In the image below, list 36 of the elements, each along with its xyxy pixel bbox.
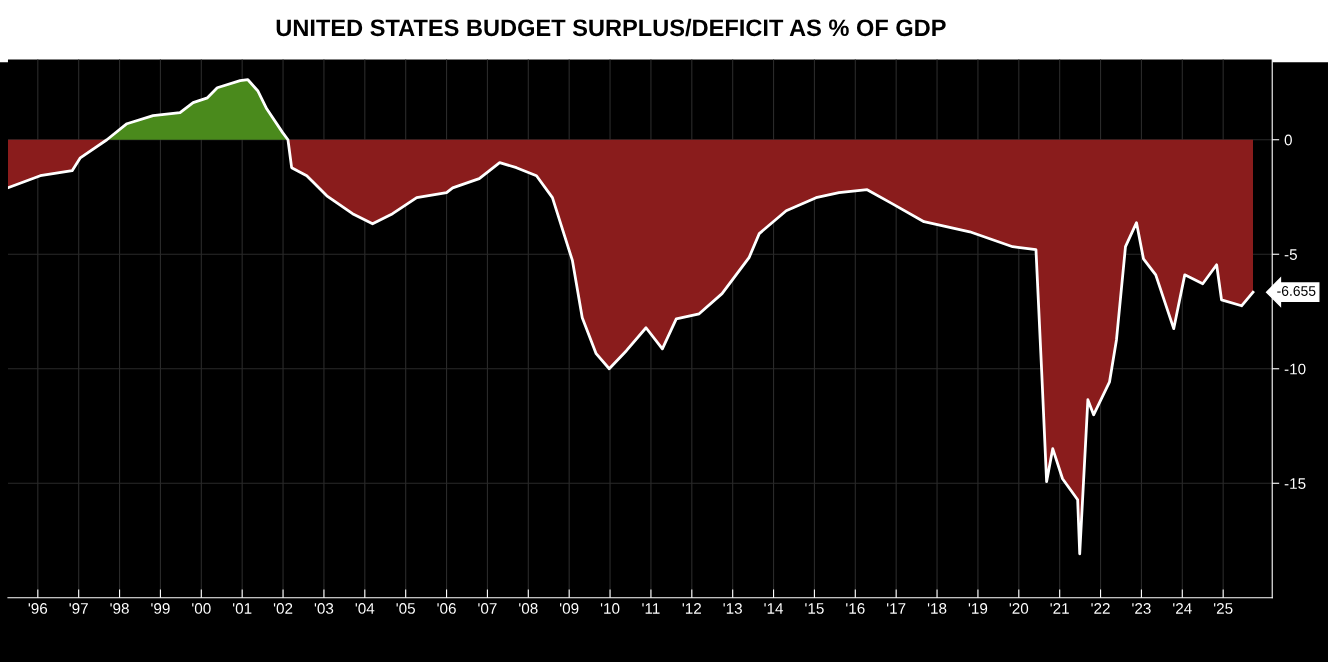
x-tick-label: '13 (723, 603, 742, 614)
x-tick-label: '14 (764, 603, 784, 614)
x-tick-label: '25 (1214, 603, 1233, 614)
x-tick-label: '19 (968, 603, 988, 614)
x-tick-label: '03 (314, 603, 334, 614)
x-tick-label: '22 (1091, 603, 1110, 614)
x-tick-label: '17 (887, 603, 906, 614)
chart-title: UNITED STATES BUDGET SURPLUS/DEFICIT AS % OF GDP (276, 18, 946, 37)
x-tick-label: '05 (396, 603, 415, 614)
x-tick-label: '09 (560, 603, 579, 614)
x-tick-label: '24 (1173, 603, 1192, 614)
x-tick-label: '06 (437, 603, 456, 614)
x-tick-label: '21 (1050, 603, 1069, 614)
x-tick-label: '15 (805, 603, 824, 614)
x-tick-label: '00 (192, 603, 211, 614)
x-tick-label: '18 (927, 603, 947, 614)
x-tick-label: '10 (600, 603, 620, 614)
y-tick-label: -10 (1284, 363, 1306, 375)
x-tick-label: '23 (1132, 603, 1151, 614)
y-tick-label: -15 (1284, 478, 1306, 489)
annotation: -6.655 (1277, 286, 1316, 296)
x-tick-label: '02 (273, 603, 293, 614)
x-tick-label: '11 (642, 603, 660, 614)
x-tick-label: '04 (355, 603, 375, 614)
y-tick-label: 0 (1284, 134, 1292, 146)
x-tick-label: '01 (233, 603, 252, 614)
x-tick-label: '98 (110, 603, 129, 614)
x-tick-label: '99 (151, 603, 170, 614)
x-tick-label: '97 (69, 603, 88, 614)
y-tick-label: -5 (1284, 249, 1297, 260)
x-tick-label: '16 (846, 603, 865, 614)
x-tick-label: '07 (478, 603, 497, 614)
x-tick-label: '96 (28, 603, 48, 614)
x-tick-label: '12 (682, 603, 701, 614)
x-tick-label: '08 (519, 603, 538, 614)
x-tick-label: '20 (1009, 603, 1029, 614)
